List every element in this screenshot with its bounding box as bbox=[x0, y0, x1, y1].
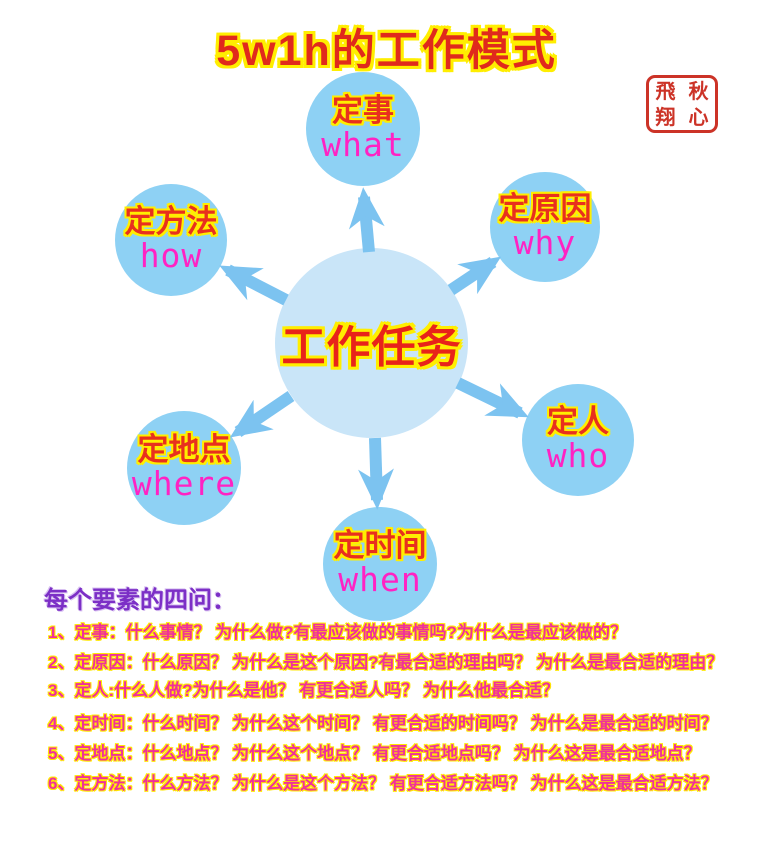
question-line-5: 5、定地点：什么地点？ 为什么这个地点？ 有更合适地点吗？ 为什么这是最合适地点… bbox=[48, 744, 701, 763]
seal-char: 翔 bbox=[655, 105, 676, 129]
node-what-zh-label: 定事 bbox=[332, 93, 394, 129]
questions-heading: 每个要素的四问： bbox=[44, 587, 236, 614]
node-who: 定人 who bbox=[522, 384, 634, 496]
node-why: 定原因 why bbox=[490, 172, 600, 282]
arrow-to-who bbox=[455, 377, 529, 419]
center-node-work-task: 工作任务 bbox=[275, 248, 468, 438]
node-when-en-label: when bbox=[338, 559, 422, 599]
question-line-3: 3、定人:什么人做?为什么是他？ 有更合适人吗？ 为什么他最合适？ bbox=[48, 681, 559, 700]
node-when: 定时间 when bbox=[323, 507, 437, 621]
page-title: 5w1h的工作模式 bbox=[216, 27, 557, 75]
arrow-to-why bbox=[447, 256, 502, 295]
question-line-1: 1、定事：什么事情？ 为什么做?有最应该做的事情吗?为什么是最应该做的？ bbox=[48, 623, 627, 642]
node-who-zh-label: 定人 bbox=[547, 404, 609, 440]
arrow-to-how bbox=[219, 264, 289, 306]
question-line-2: 2、定原因：什么原因？ 为什么是这个原因?有最合适的理由吗？ 为什么是最合适的理… bbox=[48, 653, 724, 672]
signature-seal: 飛 秋 翔 心 bbox=[646, 75, 718, 133]
node-what-en-label: what bbox=[321, 124, 405, 164]
seal-char: 秋 bbox=[688, 79, 709, 103]
question-line-4: 4、定时间：什么时间？ 为什么这个时间？ 有更合适的时间吗？ 为什么是最合适的时… bbox=[48, 714, 718, 733]
arrow-to-where bbox=[229, 391, 295, 438]
seal-char: 飛 bbox=[655, 79, 676, 103]
node-what: 定事 what bbox=[306, 72, 420, 186]
arrow-to-what bbox=[348, 187, 385, 253]
node-why-en-label: why bbox=[513, 222, 577, 262]
arrow-to-when bbox=[358, 437, 394, 510]
question-line-6: 6、定方法：什么方法？ 为什么是这个方法？ 有更合适方法吗？ 为什么这是最合适方… bbox=[48, 774, 718, 793]
node-how-zh-label: 定方法 bbox=[124, 204, 218, 240]
center-node-label: 工作任务 bbox=[281, 323, 462, 372]
node-who-en-label: who bbox=[546, 435, 610, 475]
seal-char: 心 bbox=[688, 105, 709, 129]
node-when-zh-label: 定时间 bbox=[333, 528, 427, 564]
node-where: 定地点 where bbox=[127, 411, 241, 525]
node-why-zh-label: 定原因 bbox=[498, 191, 592, 227]
node-how: 定方法 how bbox=[115, 184, 227, 296]
node-where-zh-label: 定地点 bbox=[137, 432, 231, 468]
node-where-en-label: where bbox=[131, 463, 237, 503]
node-how-en-label: how bbox=[139, 235, 203, 275]
